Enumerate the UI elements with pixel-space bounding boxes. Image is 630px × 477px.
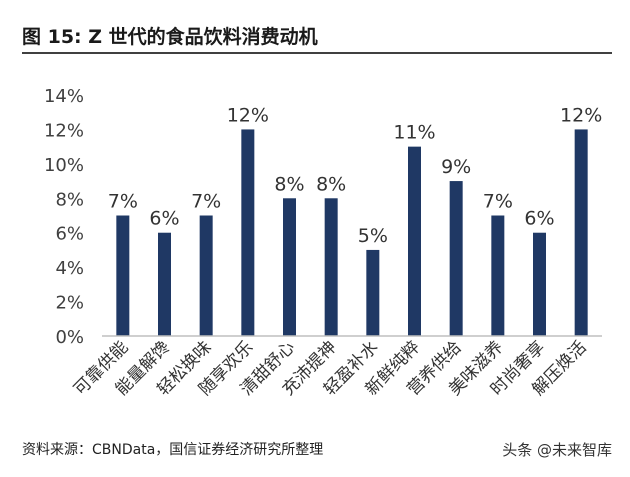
bar-5 bbox=[283, 198, 296, 336]
bar-value-label: 8% bbox=[316, 173, 346, 195]
footer: 资料来源：CBNData，国信证券经济研究所整理 头条 @未来智库 bbox=[22, 438, 612, 462]
y-tick-label: 0% bbox=[55, 327, 84, 348]
bar-value-label: 12% bbox=[560, 104, 602, 126]
y-tick-label: 12% bbox=[44, 120, 84, 141]
y-axis: 0% 2% 4% 6% 8% 10% 12% 14% bbox=[44, 86, 84, 348]
watermark: 头条 @未来智库 bbox=[502, 441, 612, 459]
bar-9 bbox=[449, 181, 463, 336]
bars bbox=[116, 129, 588, 336]
bar-value-label: 11% bbox=[393, 122, 435, 144]
bar-2 bbox=[158, 232, 171, 336]
y-tick-label: 10% bbox=[44, 155, 84, 176]
bar-value-label: 7% bbox=[108, 191, 138, 213]
bar-value-label: 5% bbox=[358, 225, 388, 247]
title-divider bbox=[22, 52, 612, 54]
x-axis-labels: 可靠供能能量解馋轻松换味随享欢乐清甜舒心充沛提神轻盈补水新鲜纯粹营养供给美味滋养… bbox=[70, 337, 591, 399]
bar-7 bbox=[366, 249, 380, 336]
bar-value-label: 12% bbox=[227, 104, 269, 126]
figure-title: 图 15: Z 世代的食品饮料消费动机 bbox=[22, 25, 318, 48]
source-note: 资料来源：CBNData，国信证券经济研究所整理 bbox=[22, 442, 324, 458]
bar-4 bbox=[241, 129, 255, 336]
y-tick-label: 8% bbox=[55, 189, 84, 210]
bar-3 bbox=[199, 215, 213, 336]
bar-6 bbox=[324, 198, 338, 336]
bar-chart: 0% 2% 4% 6% 8% 10% 12% 14% 7% 6% 7% 12% 8% 8% 5% 11% 9%… bbox=[44, 86, 603, 400]
bar-value-label: 8% bbox=[274, 173, 304, 195]
bar-value-label: 7% bbox=[483, 191, 513, 213]
bar-11 bbox=[533, 232, 546, 336]
bar-chart-container: 0% 2% 4% 6% 8% 10% 12% 14% 7% 6% 7% 12% 8% 8% 5% 11% 9%… bbox=[22, 60, 612, 430]
bar-value-label: 9% bbox=[441, 156, 471, 178]
bar-value-label: 6% bbox=[149, 208, 179, 230]
bar-value-label: 7% bbox=[191, 191, 221, 213]
y-tick-label: 6% bbox=[55, 224, 84, 245]
y-tick-label: 14% bbox=[44, 86, 84, 107]
y-tick-label: 4% bbox=[55, 258, 84, 279]
bar-12 bbox=[574, 129, 588, 336]
bar-value-label: 6% bbox=[524, 208, 554, 230]
bar-10 bbox=[491, 215, 505, 336]
value-labels: 7% 6% 7% 12% 8% 8% 5% 11% 9% 7% 6% 12% bbox=[108, 104, 603, 247]
bar-8 bbox=[408, 146, 421, 336]
y-tick-label: 2% bbox=[55, 293, 84, 314]
bar-1 bbox=[116, 215, 130, 336]
